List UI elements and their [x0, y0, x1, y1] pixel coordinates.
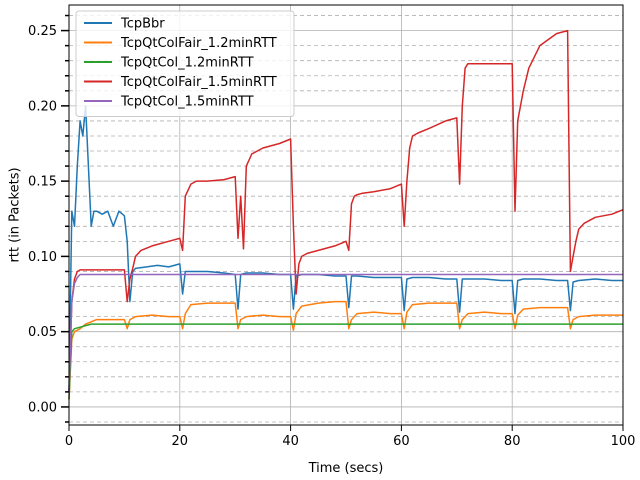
legend-label-2: TcpQtCol_1.2minRTT: [120, 56, 254, 71]
series-lines: [68, 29, 624, 400]
series-line-2: [68, 323, 623, 400]
y-tick-label: 0.10: [28, 250, 57, 265]
x-tick-label: 80: [504, 434, 521, 449]
legend-label-4: TcpQtCol_1.5minRTT: [120, 95, 254, 110]
x-tick-label: 0: [65, 434, 73, 449]
x-tick-label: 60: [393, 434, 410, 449]
series-line-3: [68, 29, 624, 392]
series-line-1: [68, 300, 623, 400]
y-tick-label: 0.25: [28, 24, 57, 39]
x-axis-ticks: 0 20 40 60 80 100: [65, 425, 636, 449]
x-tick-label: 40: [282, 434, 299, 449]
legend-label-0: TcpBbr: [120, 17, 165, 32]
x-axis-label: Time (secs): [308, 461, 384, 476]
y-axis-label: rtt (in Packets): [8, 167, 23, 262]
y-tick-label: 0.05: [28, 325, 57, 340]
x-tick-label: 20: [172, 434, 189, 449]
axes-frame: [68, 4, 624, 426]
legend-box: [75, 10, 295, 117]
series-line-4: [68, 273, 623, 392]
y-tick-label: 0.20: [28, 99, 57, 114]
legend: TcpBbr TcpQtColFair_1.2minRTT TcpQtCol_1.2…: [75, 10, 295, 117]
series-line-0: [68, 105, 623, 392]
legend-label-3: TcpQtColFair_1.5minRTT: [120, 75, 277, 90]
y-tick-label: 0.15: [28, 175, 57, 190]
y-axis-ticks: 0.00 0.05 0.10 0.15 0.20 0.25: [28, 14, 69, 423]
y-tick-label: 0.00: [28, 400, 57, 415]
legend-label-1: TcpQtColFair_1.2minRTT: [120, 36, 277, 51]
x-tick-label: 100: [611, 434, 636, 449]
